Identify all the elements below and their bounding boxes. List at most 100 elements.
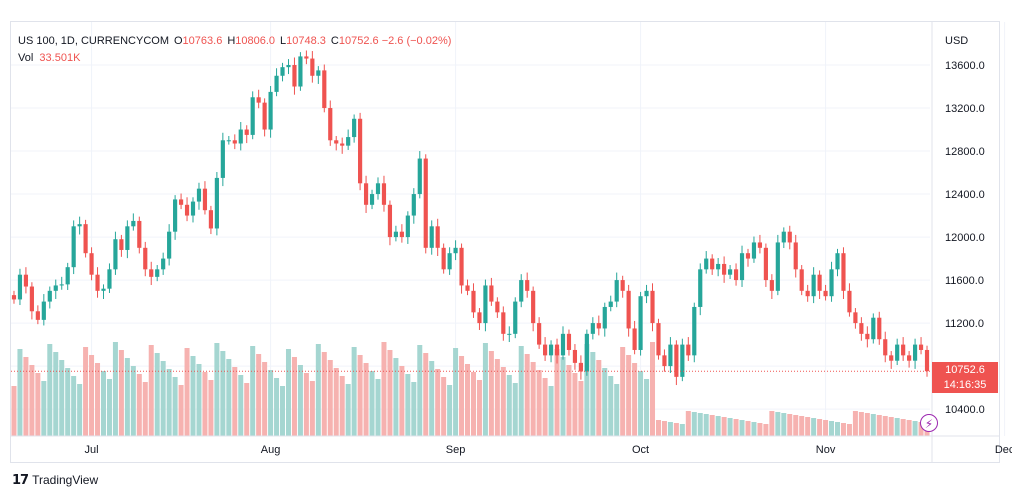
volume-bar bbox=[285, 349, 291, 436]
volume-bar bbox=[202, 372, 208, 436]
candle-body bbox=[507, 333, 512, 335]
volume-bar bbox=[172, 377, 178, 436]
volume-bar bbox=[823, 420, 829, 436]
volume-bar bbox=[375, 379, 381, 436]
candle-body bbox=[877, 317, 882, 340]
candle-body bbox=[208, 210, 214, 229]
volume-bar bbox=[106, 379, 112, 436]
candle-body bbox=[775, 242, 780, 291]
candle-body bbox=[131, 220, 136, 227]
volume-bar bbox=[399, 366, 405, 436]
volume-bar bbox=[333, 368, 339, 436]
candle-body bbox=[501, 312, 506, 334]
lightning-icon[interactable]: ⚡ bbox=[920, 414, 938, 432]
candle-body bbox=[352, 118, 357, 138]
y-tick-label: 10400.0 bbox=[945, 404, 985, 416]
volume-bar bbox=[327, 360, 333, 436]
branding[interactable]: 𝟭𝟳 TradingView bbox=[12, 472, 98, 488]
volume-bar bbox=[178, 385, 184, 436]
candle-body bbox=[143, 247, 148, 270]
volume-bar bbox=[345, 384, 351, 436]
candle-body bbox=[161, 258, 166, 270]
volume-bar bbox=[148, 345, 154, 436]
volume-bar bbox=[918, 422, 924, 436]
candle-body bbox=[799, 269, 804, 291]
candle-body bbox=[47, 290, 52, 302]
candle-body bbox=[184, 204, 190, 216]
volume-bar bbox=[435, 369, 441, 436]
volume-bar bbox=[852, 411, 858, 436]
volume-bar bbox=[811, 418, 817, 436]
volume-bar bbox=[196, 364, 202, 436]
x-tick-label: Aug bbox=[261, 444, 281, 456]
volume-bar bbox=[846, 424, 852, 436]
volume-bar bbox=[309, 381, 315, 436]
candle-body bbox=[41, 301, 46, 320]
legend-low-label: L bbox=[280, 35, 287, 47]
candle-body bbox=[853, 312, 858, 324]
candle-body bbox=[638, 296, 643, 350]
candle-body bbox=[405, 215, 410, 238]
volume-bar bbox=[268, 370, 274, 436]
candle-body bbox=[459, 247, 464, 286]
candle-body bbox=[29, 286, 34, 312]
candle-body bbox=[483, 285, 488, 324]
volume-bar bbox=[357, 355, 363, 436]
volume-bar bbox=[655, 420, 661, 436]
candle-body bbox=[883, 339, 888, 356]
x-tick-label: Sep bbox=[446, 444, 466, 456]
volume-bar bbox=[817, 419, 823, 436]
candle-body bbox=[35, 311, 40, 320]
volume-bar bbox=[596, 360, 602, 436]
candle-body bbox=[441, 247, 446, 270]
candle-body bbox=[745, 253, 751, 259]
volume-bar bbox=[303, 373, 309, 436]
candle-body bbox=[178, 199, 184, 205]
volume-bar bbox=[530, 362, 536, 436]
volume-bar bbox=[590, 352, 596, 436]
volume-bar bbox=[799, 416, 805, 436]
candle-body bbox=[250, 97, 255, 135]
volume-bar bbox=[572, 373, 578, 436]
candle-body bbox=[155, 269, 160, 277]
volume-bar bbox=[83, 347, 89, 436]
candle-body bbox=[262, 102, 267, 130]
volume-bar bbox=[226, 359, 232, 436]
candle-body bbox=[495, 301, 500, 313]
candle-body bbox=[119, 239, 124, 250]
volume-bar bbox=[321, 352, 327, 436]
candle-body bbox=[220, 140, 225, 178]
candle-body bbox=[519, 280, 524, 302]
candle-body bbox=[23, 274, 29, 287]
candle-body bbox=[835, 253, 840, 270]
legend-symbol: US 100, 1D, CURRENCYCOM bbox=[18, 35, 169, 47]
volume-bar bbox=[888, 417, 894, 436]
chart-frame bbox=[10, 21, 1000, 463]
candle-body bbox=[381, 183, 387, 205]
volume-bar bbox=[757, 423, 763, 436]
candle-body bbox=[656, 323, 661, 356]
volume-bar bbox=[691, 412, 697, 436]
volume-bar bbox=[393, 358, 399, 436]
candle-body bbox=[614, 280, 619, 302]
candle-body bbox=[590, 323, 595, 334]
candle-body bbox=[781, 231, 786, 243]
volume-bar bbox=[11, 386, 17, 436]
candle-body bbox=[584, 333, 589, 372]
candle-body bbox=[322, 70, 327, 109]
candle-body bbox=[823, 290, 828, 297]
candle-body bbox=[429, 226, 434, 248]
volume-bar bbox=[882, 416, 888, 436]
candle-body bbox=[477, 312, 482, 324]
volume-bar bbox=[626, 355, 632, 436]
y-tick-label: 12800.0 bbox=[945, 146, 985, 158]
candle-body bbox=[662, 355, 667, 367]
candle-body bbox=[710, 258, 715, 270]
candle-body bbox=[871, 317, 876, 340]
candle-body bbox=[847, 290, 852, 313]
candle-body bbox=[232, 140, 237, 144]
candle-body bbox=[572, 349, 578, 363]
volume-bar bbox=[829, 421, 835, 436]
volume-bar bbox=[369, 371, 375, 436]
